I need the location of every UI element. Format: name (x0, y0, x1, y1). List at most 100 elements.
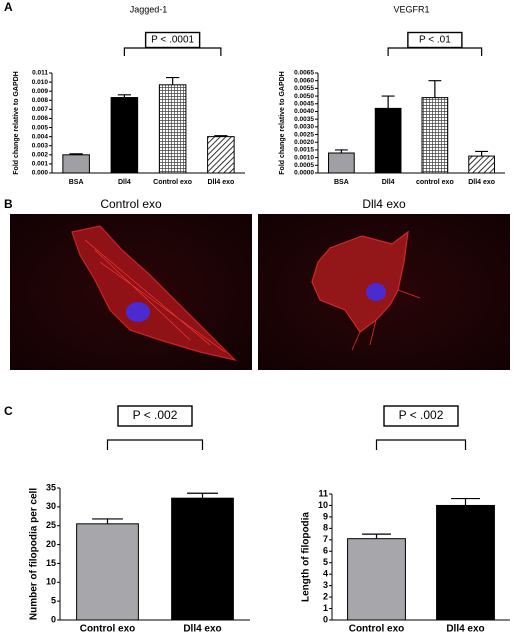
bar (62, 154, 90, 174)
bracket (387, 47, 483, 56)
error-bar (334, 149, 348, 153)
y-tick-label: 0.006 (32, 115, 49, 122)
y-tick-label: 1 (323, 603, 328, 613)
error-bar (165, 76, 180, 85)
y-tick-label: 5 (323, 557, 328, 567)
y-tick-label: 0.008 (32, 97, 49, 104)
x-tick-label: Dll4 exo (468, 179, 495, 186)
bar (436, 504, 495, 621)
bar (347, 538, 406, 621)
micrograph (258, 214, 510, 370)
bar (421, 97, 449, 174)
image-label: Control exo (100, 197, 162, 211)
annotation: P < .002 (133, 408, 178, 422)
y-tick-label: 0.0025 (294, 131, 314, 138)
error-bar (428, 80, 442, 98)
y-tick-label: 0.0060 (294, 77, 314, 84)
error-bar (214, 135, 228, 137)
bar (207, 136, 235, 174)
x-tick-label: Dll4 exo (183, 624, 221, 634)
y-tick-label: 7 (323, 534, 328, 544)
y-tick-label: 0.0005 (294, 162, 314, 169)
error-bar (69, 153, 83, 155)
y-tick-label: 0 (323, 614, 328, 624)
y-tick-label: 0.0015 (294, 147, 314, 154)
y-tick-label: 0.0010 (294, 154, 314, 161)
y-tick-label: 0.0030 (294, 124, 314, 131)
y-tick-label: 15 (46, 558, 56, 568)
y-tick-label: 0.001 (32, 161, 49, 168)
annotation-box (407, 31, 463, 49)
y-tick-label: 25 (46, 520, 56, 530)
bracket (123, 47, 222, 56)
panel-label: A (4, 0, 13, 14)
y-tick-label: 0.0055 (294, 85, 314, 92)
error-bar (381, 95, 395, 109)
y-tick-label: 0.009 (32, 88, 49, 95)
y-tick-label: 0.0040 (294, 108, 314, 115)
error-bar (117, 94, 132, 98)
y-tick-label: 0.003 (32, 142, 49, 149)
y-tick-label: 8 (323, 523, 328, 533)
micrograph (10, 214, 252, 370)
y-tick-label: 5 (51, 596, 56, 606)
error-bar (475, 150, 489, 157)
panel-label: B (4, 197, 13, 211)
image-label: Dll4 exo (362, 197, 406, 211)
y-axis-label: Fold change relative to GAPDH (13, 71, 20, 174)
annotation: P < .0001 (151, 35, 194, 46)
error-bar (362, 533, 391, 539)
x-tick-label: Dll4 exo (207, 179, 234, 186)
x-tick-label: Dll4 exo (446, 624, 484, 634)
error-bar (92, 518, 123, 524)
y-tick-label: 0.004 (32, 133, 49, 140)
y-tick-label: 0 (51, 614, 56, 624)
x-tick-label: Control exo (349, 624, 405, 634)
y-tick-label: 20 (46, 539, 56, 549)
y-tick-label: 0.0020 (294, 139, 314, 146)
x-tick-label: Dll4 (382, 179, 395, 186)
y-tick-label: 0.002 (32, 152, 49, 159)
y-tick-label: 9 (323, 511, 328, 521)
bar (76, 523, 139, 621)
y-tick-label: 3 (323, 580, 328, 590)
y-tick-label: 2 (323, 591, 328, 601)
y-tick-label: 0.005 (32, 124, 49, 131)
panel-label: C (4, 404, 13, 418)
chart-title: VEGFR1 (393, 4, 429, 14)
chart-title: Jagged-1 (130, 4, 168, 14)
bar (468, 155, 495, 174)
y-tick-label: 10 (318, 500, 328, 510)
y-tick-label: 10 (46, 577, 56, 587)
bar (158, 84, 187, 174)
x-tick-label: Dll4 (118, 179, 131, 186)
y-tick-label: 11 (318, 488, 328, 498)
annotation-box (383, 405, 459, 427)
x-tick-label: Control exo (80, 624, 136, 634)
bar (374, 107, 402, 174)
bar (110, 97, 139, 174)
annotation-box (117, 405, 193, 427)
y-tick-label: 0.010 (32, 79, 49, 86)
y-tick-label: 0.0035 (294, 116, 314, 123)
y-tick-label: 6 (323, 546, 328, 556)
y-tick-label: 0.0050 (294, 93, 314, 100)
y-tick-label: 4 (323, 569, 328, 579)
y-axis-label: Fold change relative to GAPDH (279, 71, 286, 174)
y-tick-label: 0.000 (32, 170, 49, 177)
x-tick-label: BSA (334, 179, 349, 186)
x-tick-label: control exo (416, 179, 454, 186)
bar (171, 497, 234, 621)
bracket (106, 439, 204, 450)
y-tick-label: 0.0065 (294, 70, 314, 77)
annotation: P < .01 (419, 35, 451, 46)
bracket (375, 439, 467, 450)
y-tick-label: 0.007 (32, 106, 49, 113)
y-tick-label: 30 (46, 501, 56, 511)
y-tick-label: 0.0000 (294, 170, 314, 177)
y-tick-label: 0.0045 (294, 100, 314, 107)
y-axis-label: Length of filopodia (301, 512, 312, 602)
error-bar (451, 497, 480, 506)
x-tick-label: Control exo (153, 179, 192, 186)
annotation-box (144, 31, 201, 49)
